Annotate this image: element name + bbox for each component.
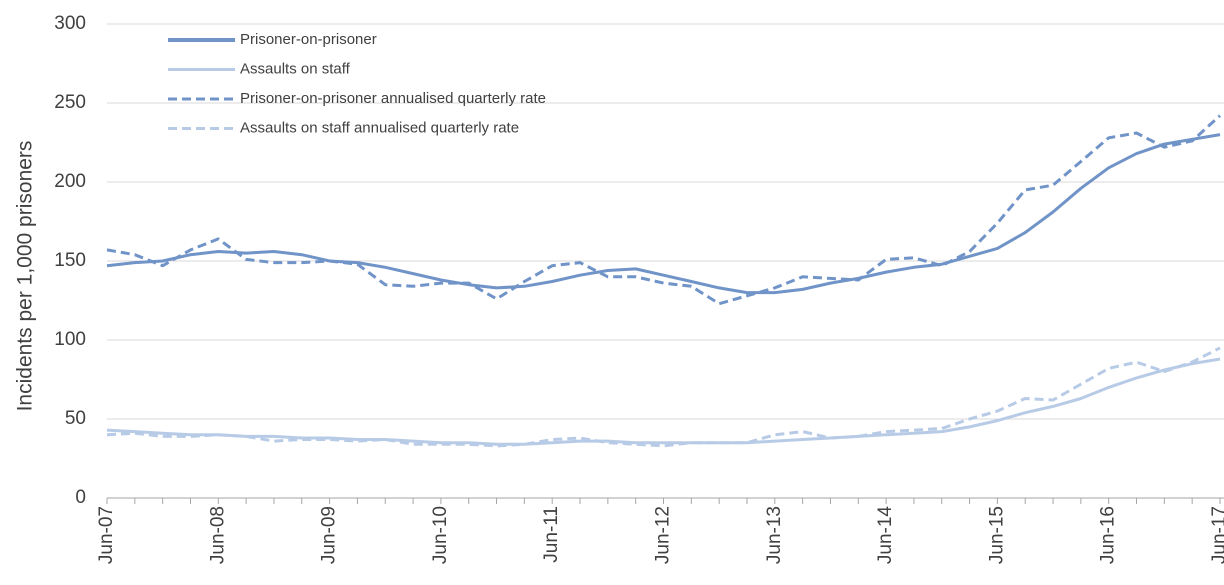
y-tick-label: 300 xyxy=(54,13,86,34)
x-tick-label: Jun-13 xyxy=(764,506,785,564)
y-tick-label: 250 xyxy=(54,92,86,113)
legend-label: Assaults on staff annualised quarterly r… xyxy=(240,119,519,136)
x-tick-label: Jun-17 xyxy=(1209,506,1224,564)
x-tick-label: Jun-15 xyxy=(986,506,1007,564)
x-tick-label: Jun-11 xyxy=(541,506,562,563)
x-tick-label: Jun-10 xyxy=(430,506,451,564)
x-tick-label: Jun-16 xyxy=(1098,506,1119,564)
y-tick-label: 0 xyxy=(75,487,86,508)
y-tick-label: 150 xyxy=(54,250,86,271)
y-tick-label: 100 xyxy=(54,329,86,350)
series-line xyxy=(106,133,1221,295)
series-line xyxy=(106,346,1221,448)
x-tick-label: Jun-14 xyxy=(875,506,896,565)
x-tick-label: Jun-09 xyxy=(319,506,340,564)
legend-label: Prisoner-on-prisoner xyxy=(240,31,377,48)
y-axis-label: Incidents per 1,000 prisoners xyxy=(14,141,37,412)
x-tick-label: Jun-07 xyxy=(96,506,117,564)
x-tick-label: Jun-08 xyxy=(207,506,228,564)
y-tick-label: 50 xyxy=(65,408,86,429)
x-tick-label: Jun-12 xyxy=(653,506,674,564)
series-line xyxy=(106,114,1222,306)
series-line xyxy=(106,357,1221,446)
legend-label: Assaults on staff xyxy=(240,60,351,77)
y-tick-label: 200 xyxy=(54,171,86,192)
legend-label: Prisoner-on-prisoner annualised quarterl… xyxy=(240,90,546,107)
